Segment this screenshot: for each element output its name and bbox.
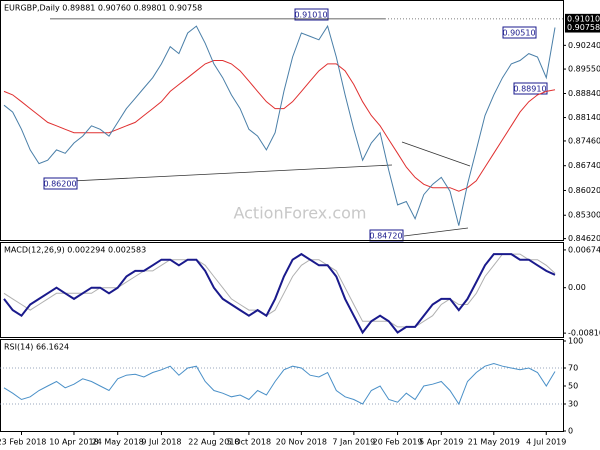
y-tick-label: 0.87460 [568, 136, 600, 145]
annotation-label: 0.84720 [369, 232, 402, 241]
annotation: 0.91010 [294, 8, 329, 21]
watermark: ActionForex.com [233, 204, 366, 223]
series-line [3, 24, 556, 226]
y-tick-label: 30 [568, 400, 578, 409]
x-tick-label: 23 Feb 2018 [0, 438, 46, 447]
annotation-label: 0.91010 [294, 11, 327, 20]
annotation-label: 0.86200 [43, 180, 76, 189]
x-tick-label: 5 Oct 2018 [227, 438, 271, 447]
x-tick-label: 4 Jul 2019 [526, 438, 566, 447]
price-marker-label: 0.91010 [567, 14, 600, 23]
y-tick-label: -0.008109 [568, 329, 600, 338]
x-tick-label: 21 May 2019 [468, 438, 520, 447]
price-marker [565, 13, 600, 24]
x-tick-label: 24 May 2018 [92, 438, 144, 447]
y-tick-label: 50 [568, 382, 578, 391]
y-tick-label: 0.84620 [568, 234, 600, 243]
price-marker-label: 0.90758 [567, 23, 600, 32]
y-tick-label: 0.90240 [568, 41, 600, 50]
y-tick-label: 100 [568, 337, 583, 346]
channel-line [403, 227, 469, 237]
x-tick-label: 5 Apr 2019 [419, 438, 463, 447]
panel-title: MACD(12,26,9) 0.002294 0.002583 [4, 246, 146, 255]
x-tick-label: 22 Aug 2018 [188, 438, 239, 447]
y-tick-label: 70 [568, 364, 578, 373]
y-tick-label: 0.86740 [568, 161, 600, 170]
annotation-label: 0.88910 [513, 85, 546, 94]
x-tick-label: 10 Apr 2018 [49, 438, 98, 447]
y-tick-label: 0.00 [568, 283, 586, 292]
y-tick-label: 0.89550 [568, 65, 600, 74]
y-tick-label: 0.86020 [568, 186, 600, 195]
x-tick-label: 7 Jan 2019 [332, 438, 375, 447]
y-tick-label: 0.85300 [568, 211, 600, 220]
annotation: 0.86200 [43, 177, 78, 190]
support-line [51, 164, 393, 183]
annotation: 0.90510 [502, 26, 537, 39]
panel-title: RSI(14) 66.1624 [4, 343, 69, 352]
series-line [3, 252, 556, 335]
y-tick-label: 0.88140 [568, 113, 600, 122]
channel-line [401, 141, 471, 167]
panel-frame [0, 0, 564, 241]
panel-title: EURGBP,Daily 0.89881 0.90760 0.89801 0.9… [4, 4, 202, 13]
price-marker [565, 22, 600, 33]
panel-frame [0, 242, 564, 338]
x-tick-label: 20 Nov 2018 [276, 438, 327, 447]
series-line [3, 60, 556, 192]
annotation: 0.88910 [513, 82, 548, 95]
annotation: 0.84720 [369, 229, 404, 242]
y-tick-label: 0.88840 [568, 89, 600, 98]
x-tick-label: 9 Jul 2018 [141, 438, 181, 447]
series-line [3, 362, 556, 406]
y-tick-label: 0 [568, 427, 573, 436]
y-tick-label: 0.006745 [568, 245, 600, 254]
x-tick-label: 20 Feb 2019 [373, 438, 423, 447]
annotation-label: 0.90510 [502, 29, 535, 38]
